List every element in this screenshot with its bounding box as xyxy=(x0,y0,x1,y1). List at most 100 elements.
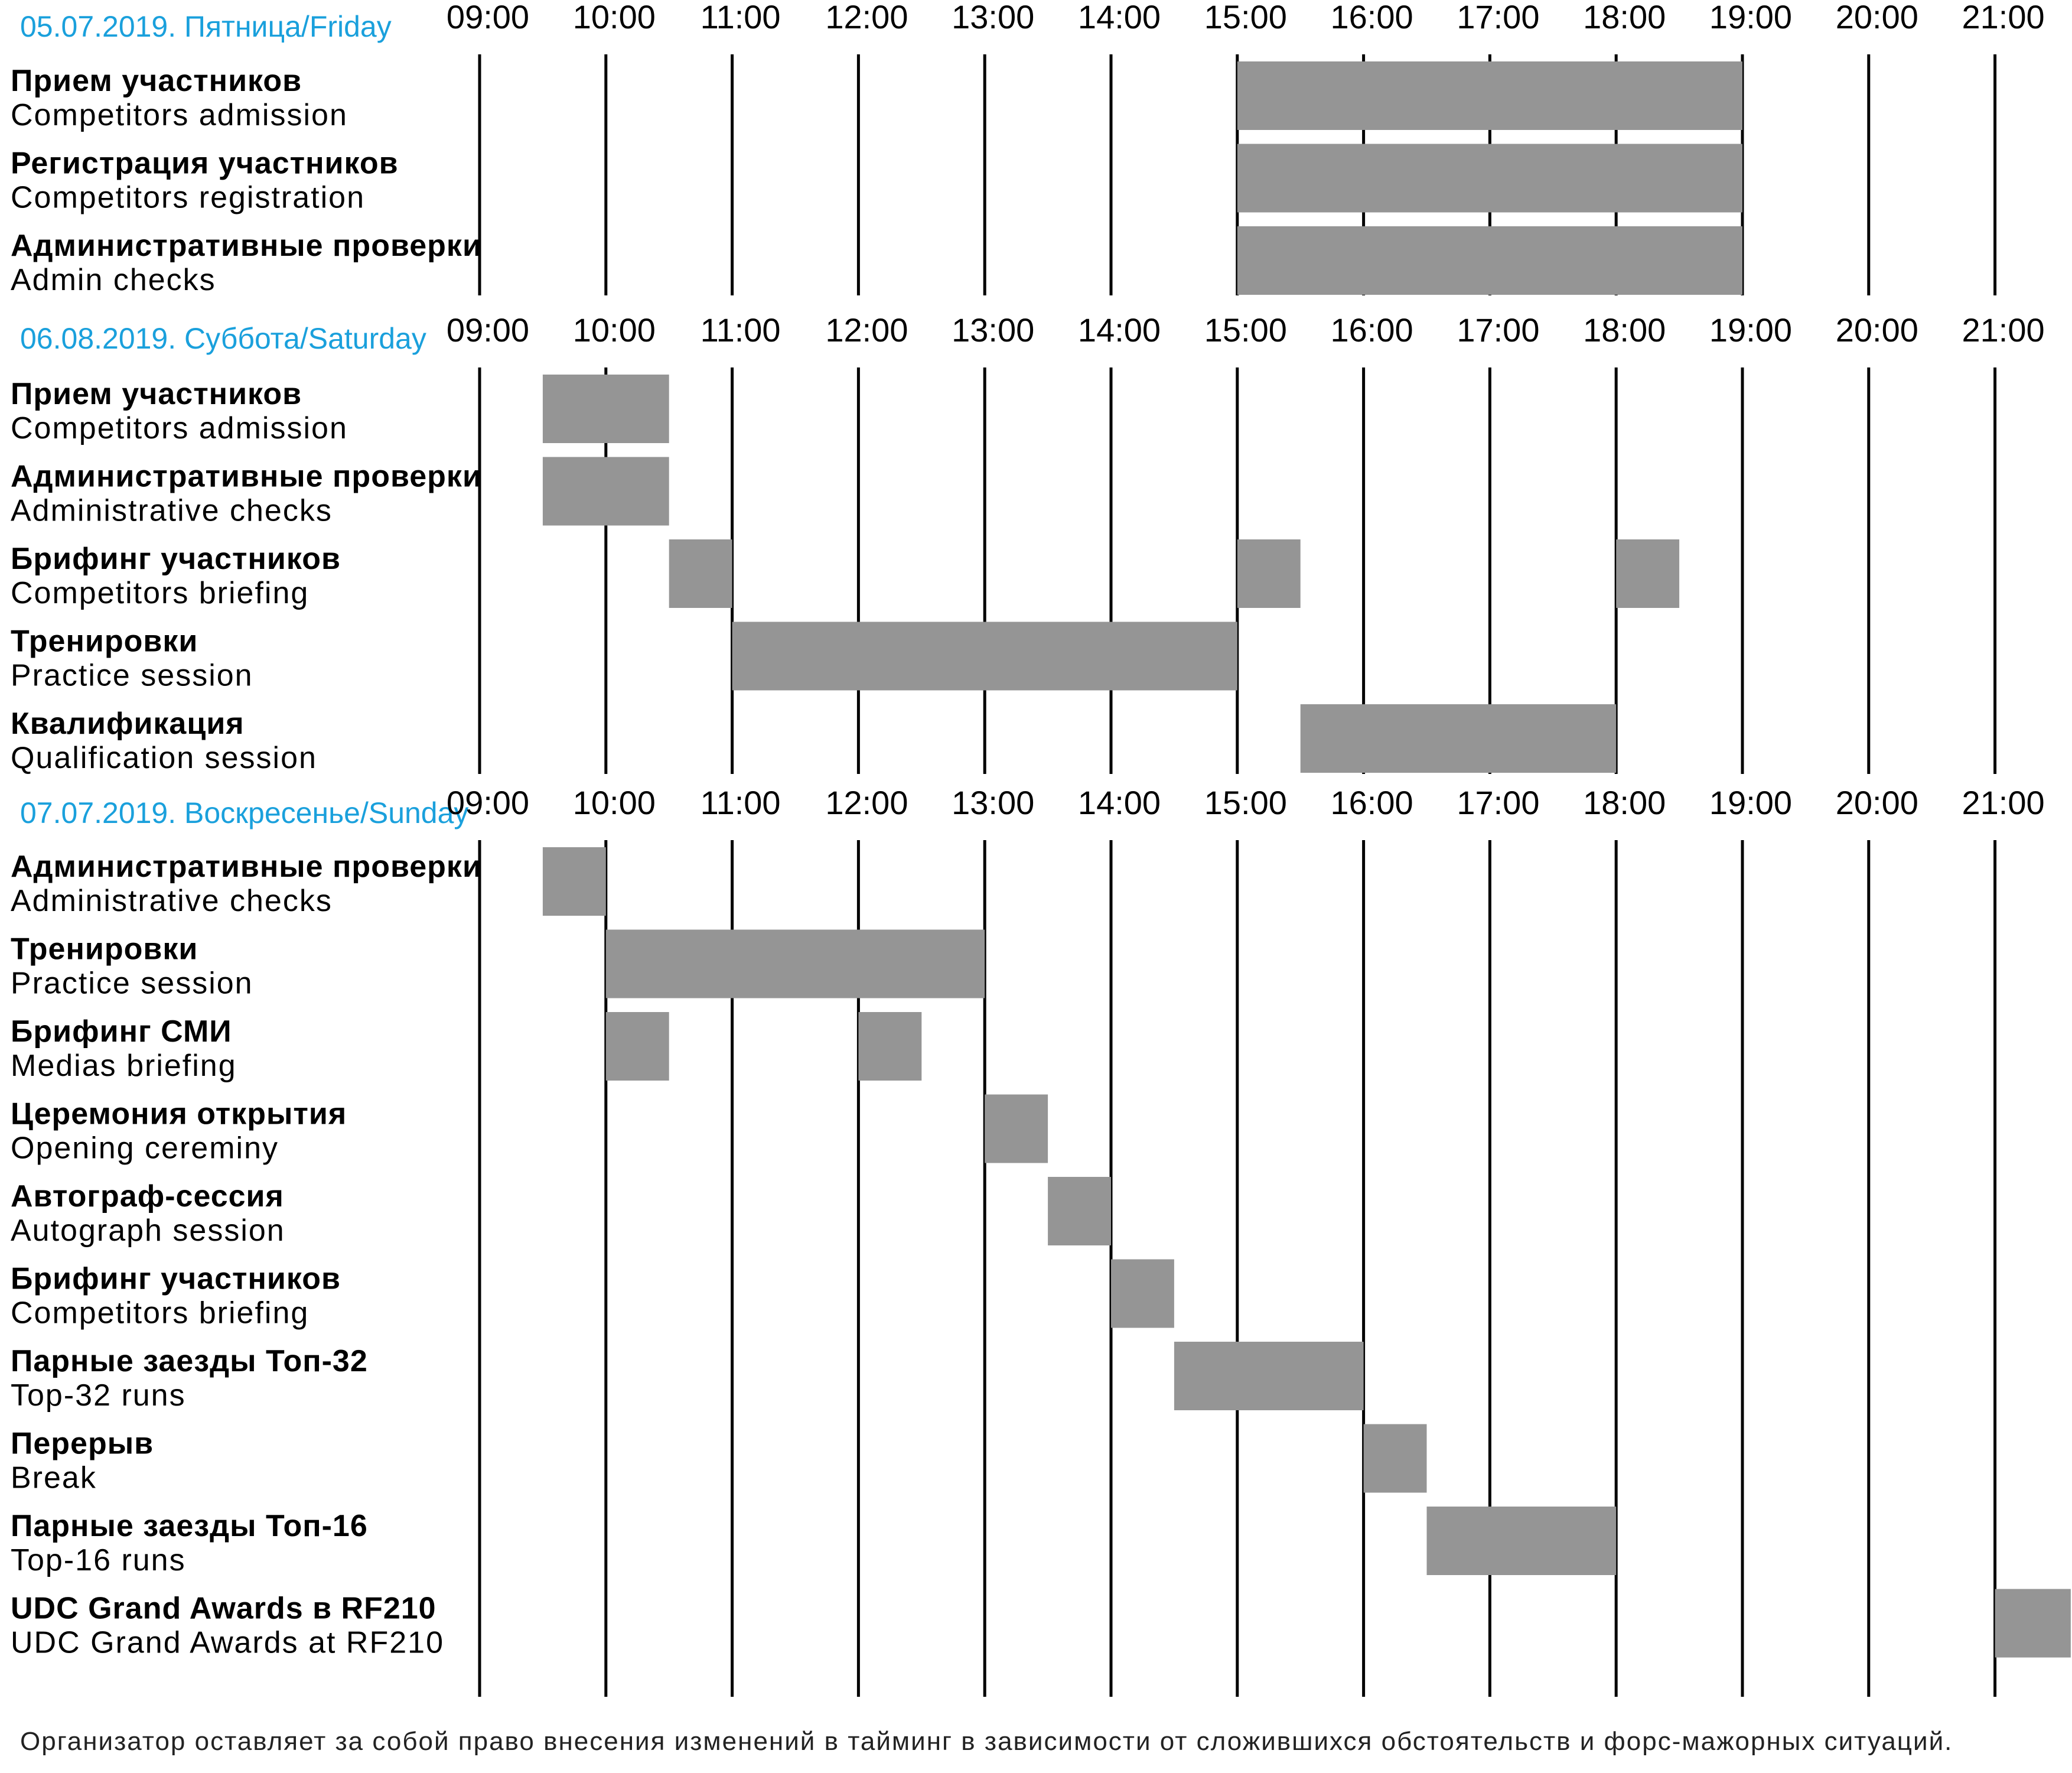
hour-label-2100-day3: 21:00 xyxy=(1962,784,2045,821)
hour-label-1500-day2: 15:00 xyxy=(1204,311,1287,349)
row-label-en: Administrative checks xyxy=(11,884,333,918)
schedule-bar-day3-row1-1 xyxy=(542,847,606,916)
row-label-ru: Брифинг участников xyxy=(11,542,341,576)
hour-label-1500-day1: 15:00 xyxy=(1204,0,1287,35)
row-label-en: Administrative checks xyxy=(11,494,333,528)
schedule-labels: 05.07.2019. Пятница/Friday 09:00 10:00 11:0… xyxy=(11,0,2045,1660)
schedule-bars xyxy=(542,61,2071,1658)
day-title-3: 07.07.2019. Воскресенье/Sunday xyxy=(20,796,468,829)
hour-label-1900-day2: 19:00 xyxy=(1709,311,1792,349)
row-label-ru: Брифинг СМИ xyxy=(11,1014,232,1049)
row-label-en: Competitors admission xyxy=(11,98,348,132)
row-label-ru: Квалификация xyxy=(11,707,245,741)
row-label-en: Qualification session xyxy=(11,741,317,775)
hour-label-1000-day3: 10:00 xyxy=(573,784,656,821)
schedule-bar-day2-row3-3 xyxy=(1616,539,1680,608)
day-title-2: 06.08.2019. Суббота/Saturday xyxy=(20,322,426,355)
schedule-bar-day2-row3-2 xyxy=(1237,539,1301,608)
hour-label-2000-day2: 20:00 xyxy=(1836,311,1918,349)
schedule-bar-day1-row3-1 xyxy=(1237,226,1742,295)
schedule-bar-day3-row3-2 xyxy=(858,1012,922,1081)
row-label-en: Competitors admission xyxy=(11,411,348,445)
schedule-bar-day2-row5-1 xyxy=(1300,704,1617,773)
row-label-en: Admin checks xyxy=(11,263,216,297)
schedule-bar-day2-row2-1 xyxy=(542,457,669,526)
row-label-ru: Церемония открытия xyxy=(11,1097,347,1131)
hour-label-1100-day2: 11:00 xyxy=(701,311,781,349)
hour-label-1800-day2: 18:00 xyxy=(1583,311,1666,349)
row-label-en: Practice session xyxy=(11,967,253,1001)
row-label-ru: Тренировки xyxy=(11,932,198,967)
row-label-en: UDC Grand Awards at RF210 xyxy=(11,1626,444,1660)
hour-label-2100-day1: 21:00 xyxy=(1962,0,2045,35)
schedule-bar-day1-row2-1 xyxy=(1237,144,1742,213)
row-label-ru: Административные проверки xyxy=(11,460,482,494)
hour-label-0900-day3: 09:00 xyxy=(447,784,529,821)
row-label-en: Competitors briefing xyxy=(11,1296,309,1330)
hour-label-1300-day3: 13:00 xyxy=(952,784,1034,821)
row-label-en: Practice session xyxy=(11,659,253,693)
hour-label-1900-day3: 19:00 xyxy=(1709,784,1792,821)
hour-label-0900-day1: 09:00 xyxy=(447,0,529,35)
hour-label-1700-day2: 17:00 xyxy=(1457,311,1539,349)
row-label-ru: UDC Grand Awards в RF210 xyxy=(11,1592,436,1626)
hour-label-1100-day3: 11:00 xyxy=(701,784,781,821)
schedule-bar-day3-row7-1 xyxy=(1174,1342,1364,1410)
schedule-bar-day1-row1-1 xyxy=(1237,61,1742,130)
hour-label-1400-day2: 14:00 xyxy=(1078,311,1161,349)
row-label-en: Competitors registration xyxy=(11,181,365,215)
row-label-ru: Административные проверки xyxy=(11,850,482,884)
hour-label-1700-day1: 17:00 xyxy=(1457,0,1539,35)
row-label-ru: Перерыв xyxy=(11,1427,154,1461)
hour-label-1000-day2: 10:00 xyxy=(573,311,656,349)
row-label-ru: Прием участников xyxy=(11,377,302,411)
hour-label-1900-day1: 19:00 xyxy=(1709,0,1792,35)
day-title-1: 05.07.2019. Пятница/Friday xyxy=(20,10,392,43)
row-label-ru: Административные проверки xyxy=(11,229,482,263)
row-label-ru: Брифинг участников xyxy=(11,1262,341,1296)
hour-label-1100-day1: 11:00 xyxy=(701,0,781,35)
schedule-bar-day3-row5-1 xyxy=(1048,1177,1111,1245)
hour-label-1000-day1: 10:00 xyxy=(573,0,656,35)
row-label-en: Top-32 runs xyxy=(11,1378,186,1413)
schedule-bar-day3-row10-1 xyxy=(1995,1589,2071,1658)
hour-label-1800-day3: 18:00 xyxy=(1583,784,1666,821)
schedule-bar-day2-row4-1 xyxy=(732,622,1237,691)
grid-lines xyxy=(478,54,1997,1697)
row-label-en: Top-16 runs xyxy=(11,1543,186,1577)
hour-label-1300-day2: 13:00 xyxy=(952,311,1034,349)
hour-label-1500-day3: 15:00 xyxy=(1204,784,1287,821)
hour-label-1600-day3: 16:00 xyxy=(1331,784,1413,821)
hour-label-1400-day3: 14:00 xyxy=(1078,784,1161,821)
schedule-bar-day3-row3-1 xyxy=(605,1012,669,1081)
schedule-bar-day3-row6-1 xyxy=(1111,1259,1174,1328)
hour-label-1700-day3: 17:00 xyxy=(1457,784,1539,821)
hour-label-2100-day2: 21:00 xyxy=(1962,311,2045,349)
hour-label-1300-day1: 13:00 xyxy=(952,0,1034,35)
hour-label-1600-day2: 16:00 xyxy=(1331,311,1413,349)
schedule-bar-day3-row8-1 xyxy=(1363,1424,1427,1493)
row-label-ru: Прием участников xyxy=(11,64,302,98)
row-label-ru: Автограф-сессия xyxy=(11,1179,284,1214)
schedule-bar-day2-row1-1 xyxy=(542,375,669,443)
schedule-bar-day2-row3-1 xyxy=(669,539,732,608)
hour-label-0900-day2: 09:00 xyxy=(447,311,529,349)
hour-label-1200-day1: 12:00 xyxy=(825,0,908,35)
hour-label-1600-day1: 16:00 xyxy=(1331,0,1413,35)
schedule-bar-day3-row4-1 xyxy=(985,1094,1048,1163)
row-label-en: Autograph session xyxy=(11,1214,285,1248)
hour-label-1800-day1: 18:00 xyxy=(1583,0,1666,35)
hour-label-2000-day1: 20:00 xyxy=(1836,0,1918,35)
schedule-bar-day3-row9-1 xyxy=(1426,1507,1617,1575)
hour-label-1200-day2: 12:00 xyxy=(825,311,908,349)
row-label-en: Opening cereminy xyxy=(11,1131,279,1166)
footnote: Организатор оставляет за собой право вне… xyxy=(20,1727,1953,1756)
schedule-bar-day3-row2-1 xyxy=(605,929,985,998)
row-label-en: Competitors briefing xyxy=(11,576,309,610)
row-label-ru: Парные заезды Топ-32 xyxy=(11,1344,368,1378)
hour-label-1400-day1: 14:00 xyxy=(1078,0,1161,35)
row-label-ru: Тренировки xyxy=(11,624,198,659)
row-label-en: Break xyxy=(11,1461,97,1495)
row-label-en: Medias briefing xyxy=(11,1049,237,1083)
